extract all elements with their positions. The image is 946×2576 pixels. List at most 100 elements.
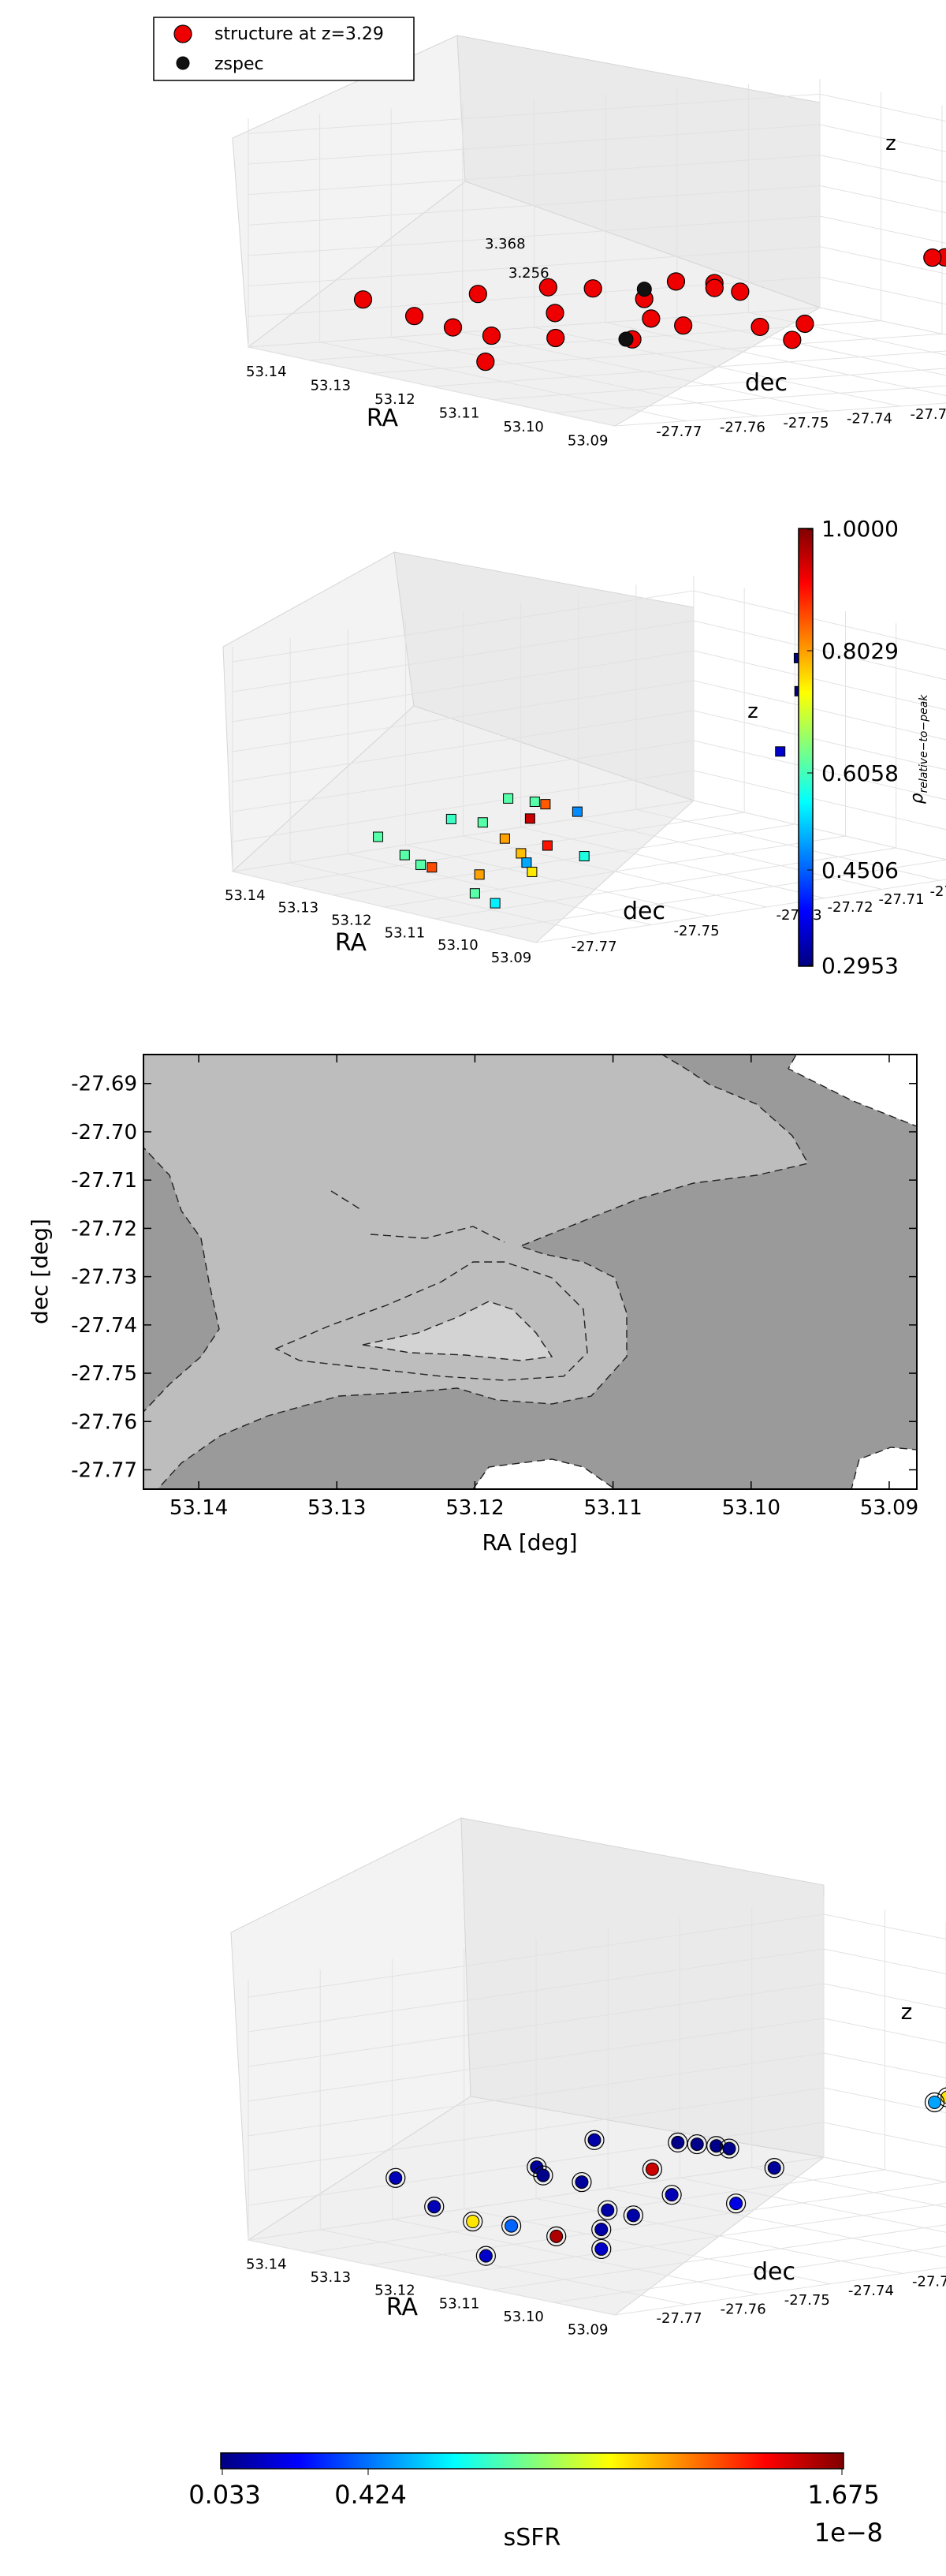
ssfr-point-ring bbox=[591, 2238, 612, 2260]
y-tick-label: -27.77 bbox=[657, 2310, 702, 2327]
scatter-points bbox=[385, 2087, 946, 2266]
grid-line bbox=[248, 155, 946, 196]
density-point bbox=[572, 806, 583, 817]
grid-line bbox=[819, 307, 946, 335]
y-tick-label: -27.75 bbox=[674, 923, 720, 939]
colorbar-tick-max: 1.675 bbox=[807, 2480, 880, 2510]
y-tick-label: -27.73 bbox=[71, 1266, 137, 1290]
axes-box bbox=[222, 551, 695, 943]
structure-point bbox=[546, 304, 564, 323]
structure-point bbox=[783, 330, 802, 349]
colorbar: 0.033 0.424 1.675 1e−8 sSFR bbox=[188, 2452, 883, 2552]
grid-line bbox=[534, 327, 901, 407]
density-point bbox=[445, 813, 456, 824]
ssfr-point bbox=[710, 2139, 724, 2153]
grid-line bbox=[248, 1913, 946, 1998]
ssfr-point-ring bbox=[584, 2130, 605, 2150]
ssfr-point bbox=[389, 2171, 403, 2185]
x-tick-label: 53.11 bbox=[439, 2295, 480, 2312]
ssfr-point-ring bbox=[764, 2158, 784, 2178]
panel-contour-map: 53.14 53.13 53.12 53.11 53.10 53.09 -27.69 -27.… bbox=[27, 1054, 918, 1555]
ssfr-point-ring bbox=[661, 2185, 682, 2205]
y-tick-label: -27.73 bbox=[911, 406, 946, 423]
ssfr-point bbox=[601, 2203, 615, 2217]
x-tick-label: 53.11 bbox=[439, 405, 480, 421]
grid-lines bbox=[248, 79, 946, 427]
legend-frame bbox=[153, 17, 415, 81]
grid-line bbox=[232, 620, 946, 693]
ssfr-point bbox=[466, 2215, 480, 2229]
density-point bbox=[469, 888, 480, 899]
grid-line bbox=[248, 93, 946, 134]
ssfr-point-ring bbox=[668, 2132, 688, 2152]
plot-frame bbox=[143, 1054, 918, 1490]
grid-line bbox=[248, 2156, 946, 2241]
ssfr-point bbox=[594, 2242, 609, 2256]
density-point bbox=[373, 831, 384, 842]
x-tick-label: 53.14 bbox=[225, 887, 266, 904]
axis-ticks: 53.14 53.13 53.12 53.11 53.10 53.09 -27.69 -27.… bbox=[71, 1055, 918, 1520]
x-tick-label: 53.14 bbox=[246, 364, 287, 380]
ssfr-point-ring bbox=[475, 2246, 496, 2266]
x-tick-label: 53.09 bbox=[860, 1496, 918, 1520]
ssfr-point bbox=[671, 2135, 685, 2149]
y-tick-label: -27.71 bbox=[71, 1169, 137, 1193]
x-tick-label: 53.11 bbox=[583, 1496, 642, 1520]
panel-density-3d: 53.14 53.13 53.12 53.11 53.10 53.09 -27.77 -27.… bbox=[222, 516, 946, 979]
y-tick-label: -27.69 bbox=[71, 1073, 137, 1096]
grid-line bbox=[248, 346, 616, 427]
grid-line bbox=[248, 124, 946, 165]
x-tick-label: 53.12 bbox=[374, 391, 415, 408]
grid-line bbox=[232, 680, 946, 752]
ssfr-point bbox=[536, 2168, 550, 2182]
x-tick-label: 53.13 bbox=[278, 900, 319, 917]
y-tick-label: -27.70 bbox=[930, 883, 946, 900]
structure-point bbox=[795, 314, 814, 334]
y-tick-label: -27.76 bbox=[71, 1410, 137, 1434]
density-point bbox=[521, 857, 532, 868]
grid-line bbox=[635, 808, 940, 881]
z-axis-label: z bbox=[747, 700, 758, 723]
grid-line bbox=[232, 770, 946, 842]
structure-point bbox=[923, 248, 942, 267]
x-tick-label: 53.10 bbox=[438, 937, 479, 954]
density-point bbox=[474, 869, 485, 880]
ssfr-point bbox=[505, 2219, 519, 2233]
density-point bbox=[579, 851, 590, 862]
ssfr-point bbox=[729, 2197, 743, 2211]
density-point bbox=[499, 833, 510, 844]
tick-labels: 53.14 53.13 53.12 53.11 53.10 53.09 -27.77 -27.… bbox=[225, 883, 946, 966]
z-axis-label: z bbox=[885, 132, 896, 155]
ssfr-point bbox=[722, 2141, 736, 2156]
grid-line bbox=[248, 2087, 946, 2171]
grid-line bbox=[248, 1983, 946, 2067]
density-point bbox=[542, 840, 553, 851]
structure-point bbox=[404, 307, 424, 326]
density-point bbox=[503, 793, 514, 804]
y-tick-label: -27.77 bbox=[71, 1459, 137, 1483]
colorbar-gradient bbox=[798, 528, 814, 967]
grid-line bbox=[248, 2018, 946, 2102]
scatter-points bbox=[353, 248, 946, 371]
ssfr-point bbox=[665, 2188, 679, 2202]
zspec-point bbox=[636, 282, 652, 297]
ssfr-point-ring bbox=[385, 2167, 406, 2188]
x-tick-label: 53.14 bbox=[169, 1496, 228, 1520]
ssfr-point-ring bbox=[687, 2134, 707, 2155]
ssfr-point-ring bbox=[719, 2138, 739, 2159]
ssfr-point bbox=[549, 2229, 564, 2243]
x-tick-label: 53.13 bbox=[311, 2269, 352, 2286]
x-tick-label: 53.14 bbox=[246, 2256, 287, 2272]
structure-point bbox=[482, 327, 501, 345]
ssfr-point-ring bbox=[598, 2200, 618, 2220]
density-point bbox=[516, 848, 527, 859]
y-axis-label: dec [deg] bbox=[27, 1219, 53, 1324]
x-tick-label: 53.13 bbox=[311, 377, 352, 394]
x-tick-label: 53.09 bbox=[568, 432, 609, 449]
colorbar-label: ρrelative−to−peak bbox=[907, 694, 930, 805]
density-point bbox=[415, 859, 426, 870]
structure-point bbox=[583, 279, 602, 298]
x-tick-label: 53.12 bbox=[331, 912, 372, 928]
ssfr-point bbox=[690, 2137, 704, 2152]
legend-marker-structure bbox=[173, 24, 192, 43]
